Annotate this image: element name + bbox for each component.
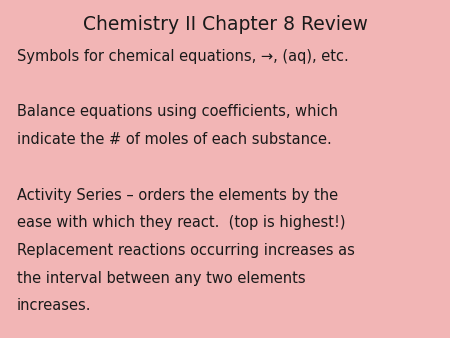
Text: Symbols for chemical equations, →, (aq), etc.: Symbols for chemical equations, →, (aq),… — [17, 49, 349, 64]
Text: ease with which they react.  (top is highest!): ease with which they react. (top is high… — [17, 215, 346, 230]
Text: Activity Series – orders the elements by the: Activity Series – orders the elements by… — [17, 188, 338, 202]
Text: Balance equations using coefficients, which: Balance equations using coefficients, wh… — [17, 104, 338, 119]
Text: the interval between any two elements: the interval between any two elements — [17, 271, 306, 286]
Text: increases.: increases. — [17, 298, 92, 313]
Text: Chemistry II Chapter 8 Review: Chemistry II Chapter 8 Review — [82, 15, 368, 34]
Text: Replacement reactions occurring increases as: Replacement reactions occurring increase… — [17, 243, 355, 258]
Text: indicate the # of moles of each substance.: indicate the # of moles of each substanc… — [17, 132, 332, 147]
